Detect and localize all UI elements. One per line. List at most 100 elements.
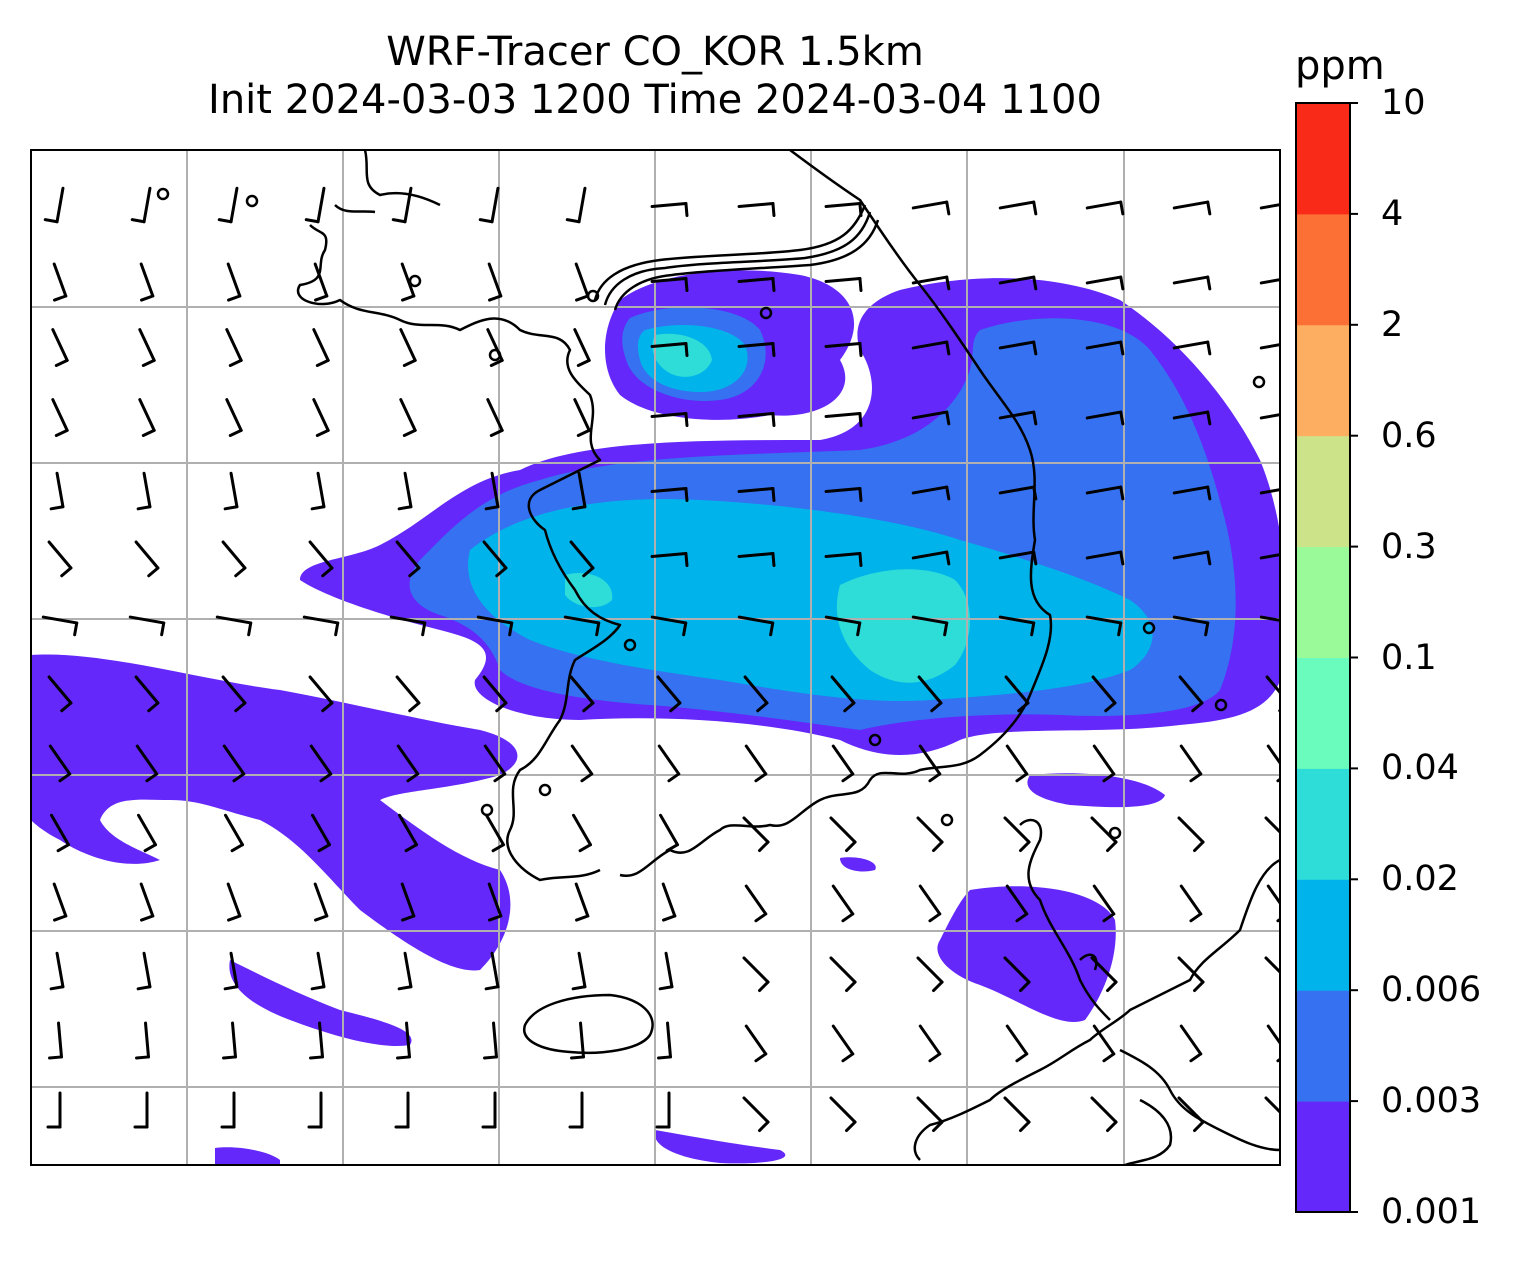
- wind-barb-64: [397, 471, 413, 511]
- wind-barb-92: [215, 615, 253, 637]
- wind-barb-167: [223, 951, 239, 991]
- coastline-9: [1119, 1048, 1280, 1152]
- wind-barb-161: [1005, 884, 1029, 923]
- wind-barb-46: [138, 398, 156, 437]
- wind-barb-67: [650, 487, 689, 502]
- island-9: [1214, 698, 1228, 712]
- wind-barb-200: [481, 1091, 497, 1129]
- wind-barb-2: [217, 186, 239, 224]
- wind-barb-36: [573, 328, 591, 367]
- coastline-7: [1019, 818, 1111, 1021]
- concentration-area-14: [836, 569, 970, 683]
- wind-barb-37: [650, 342, 689, 357]
- wind-barb-164: [1266, 884, 1280, 923]
- wind-barb-5: [478, 186, 500, 224]
- title-line-1: WRF-Tracer CO_KOR 1.5km: [386, 29, 924, 75]
- wind-barb-26: [998, 275, 1038, 291]
- wind-barb-190: [918, 1024, 942, 1063]
- wind-barb-45: [51, 398, 69, 437]
- wind-barb-32: [225, 328, 243, 367]
- wind-barb-16: [139, 262, 155, 302]
- wind-barb-170: [484, 951, 500, 991]
- wind-barb-159: [831, 884, 855, 923]
- wind-barb-13: [1172, 200, 1212, 216]
- wind-barb-21: [574, 262, 590, 302]
- wind-barb-199: [394, 1091, 410, 1129]
- wind-barb-62: [223, 471, 239, 511]
- wind-barb-162: [1092, 884, 1116, 923]
- wind-barb-171: [571, 951, 587, 991]
- island-8: [1142, 621, 1156, 635]
- wind-barb-105: [47, 675, 73, 713]
- wind-barb-114: [830, 675, 856, 713]
- wind-barb-24: [824, 277, 863, 292]
- colorbar-segment-0: [1296, 1101, 1350, 1213]
- wind-barb-155: [487, 882, 503, 922]
- wind-barb-119: [1265, 675, 1280, 713]
- wind-barb-209: [1264, 1096, 1280, 1115]
- wind-barb-77: [221, 540, 247, 578]
- wind-barb-49: [399, 398, 417, 437]
- wind-barb-128: [744, 744, 768, 783]
- concentration-fill: [31, 270, 1280, 1165]
- wind-barbs: [41, 186, 1280, 1133]
- wind-barb-145: [916, 816, 944, 853]
- wind-barb-157: [661, 882, 677, 922]
- coastline-3: [603, 211, 872, 306]
- wind-barb-93: [302, 615, 340, 637]
- wind-barb-18: [313, 262, 329, 302]
- concentration-area-7: [215, 1147, 280, 1165]
- wind-barb-1: [130, 186, 152, 224]
- wind-barb-103: [1172, 615, 1210, 637]
- island-10: [1108, 826, 1122, 840]
- wind-barb-108: [308, 675, 334, 713]
- wind-barb-176: [1003, 956, 1031, 993]
- wind-barb-53: [737, 412, 776, 427]
- wind-barb-66: [571, 471, 587, 511]
- island-14: [538, 783, 552, 797]
- colorbar-tick-label: 0.1: [1381, 637, 1437, 678]
- wind-barb-15: [52, 262, 68, 302]
- wind-barb-143: [742, 816, 770, 853]
- wind-barb-107: [221, 675, 247, 713]
- wind-barb-96: [563, 615, 601, 637]
- wind-barb-184: [396, 1021, 411, 1060]
- wind-barb-39: [824, 342, 863, 357]
- wind-barb-121: [135, 744, 159, 783]
- wind-barb-70: [911, 485, 951, 501]
- wind-barb-191: [1005, 1024, 1029, 1063]
- wind-barb-42: [1085, 340, 1125, 356]
- wind-barb-76: [134, 540, 160, 578]
- wind-barb-50: [486, 398, 504, 437]
- wind-barb-148: [1177, 816, 1205, 853]
- wind-barb-44: [1259, 343, 1280, 350]
- wind-barb-137: [224, 813, 244, 853]
- wind-barb-129: [831, 744, 855, 783]
- wind-barb-110: [482, 675, 508, 713]
- wind-barb-79: [395, 540, 421, 578]
- wind-barb-75: [47, 540, 73, 578]
- wind-barb-156: [574, 882, 590, 922]
- wind-barb-147: [1090, 816, 1118, 853]
- wind-barb-31: [138, 328, 156, 367]
- wind-barb-130: [918, 744, 942, 783]
- colorbar-segment-5: [1296, 546, 1350, 658]
- wind-barb-17: [226, 262, 242, 302]
- wind-barb-28: [1172, 275, 1212, 291]
- wind-barb-87: [1085, 550, 1125, 566]
- wind-barb-11: [998, 200, 1038, 216]
- wind-barb-33: [312, 328, 330, 367]
- concentration-area-4: [937, 886, 1116, 1022]
- wind-barb-7: [650, 202, 689, 217]
- concentration-area-2: [31, 654, 518, 971]
- wind-barb-73: [1172, 485, 1212, 501]
- wind-barb-132: [1092, 744, 1116, 783]
- wind-barb-57: [1085, 410, 1125, 426]
- wind-barb-94: [389, 615, 427, 637]
- wind-barb-189: [831, 1024, 855, 1063]
- wind-barb-195: [46, 1091, 62, 1129]
- wind-barb-123: [309, 744, 333, 783]
- wind-barb-40: [911, 340, 951, 356]
- wind-barb-117: [1091, 675, 1117, 713]
- wind-barb-83: [737, 552, 776, 567]
